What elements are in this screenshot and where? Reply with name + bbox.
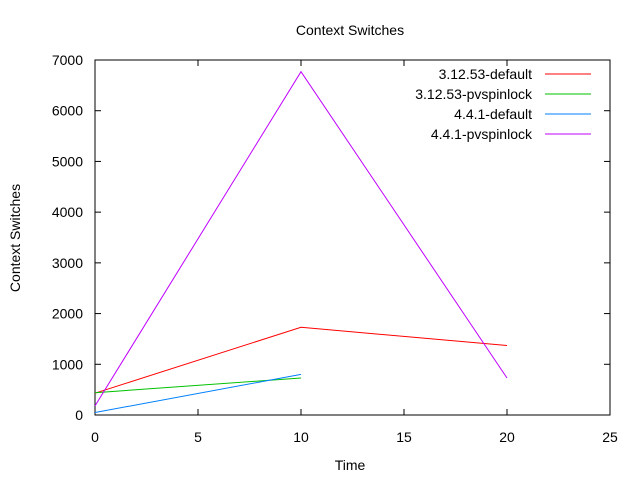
legend-label: 3.12.53-default (439, 66, 533, 82)
x-tick-label: 25 (602, 429, 618, 445)
chart-title: Context Switches (296, 22, 404, 38)
y-tick-label: 2000 (52, 306, 83, 322)
legend: 3.12.53-default 3.12.53-pvspinlock 4.4.1-d… (415, 66, 591, 142)
series-line-3 (94, 70, 508, 407)
y-tick-label: 6000 (52, 103, 83, 119)
x-tick-label: 5 (194, 429, 202, 445)
legend-label: 4.4.1-default (454, 106, 532, 122)
plot-frame (94, 59, 611, 416)
y-tick-label: 0 (75, 407, 83, 423)
y-tick-label: 4000 (52, 204, 83, 220)
series-line-2 (94, 373, 302, 413)
legend-label: 3.12.53-pvspinlock (415, 86, 533, 102)
x-tick-label: 10 (293, 429, 309, 445)
legend-label: 4.4.1-pvspinlock (431, 126, 533, 142)
y-tick-label: 3000 (52, 255, 83, 271)
y-tick-label: 1000 (52, 356, 83, 372)
x-tick-label: 15 (396, 429, 412, 445)
x-tick-label: 20 (499, 429, 515, 445)
y-tick-label: 5000 (52, 153, 83, 169)
x-axis-label: Time (335, 457, 366, 473)
y-axis: 0 1000 2000 3000 4000 5000 6000 7000 (52, 52, 610, 423)
x-tick-label: 0 (91, 429, 99, 445)
series-line-0 (94, 326, 508, 394)
y-axis-label: Context Switches (7, 184, 23, 292)
series-layer (94, 70, 508, 413)
y-tick-label: 7000 (52, 52, 83, 68)
x-axis: 0 5 10 15 20 25 (91, 60, 618, 445)
